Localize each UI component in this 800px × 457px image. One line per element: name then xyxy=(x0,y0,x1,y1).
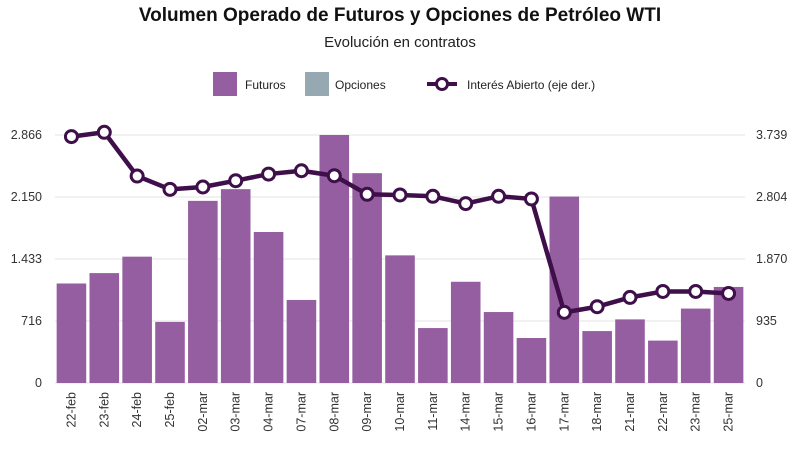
point-interes-abierto xyxy=(326,168,342,184)
y-left-tick-label: 2.866 xyxy=(11,128,42,142)
x-tick-label: 14-mar xyxy=(459,392,473,432)
bar-futuros xyxy=(549,196,580,383)
x-tick-label: 22-feb xyxy=(64,392,78,427)
bar-futuros xyxy=(220,189,251,383)
bar-futuros xyxy=(286,299,317,383)
bar-futuros xyxy=(680,308,711,383)
bar-futuros xyxy=(483,312,514,383)
bar-futuros xyxy=(418,328,448,383)
bar-futuros xyxy=(615,319,645,383)
point-interes-abierto xyxy=(195,179,211,195)
x-tick-label: 09-mar xyxy=(360,392,374,432)
point-interes-abierto xyxy=(688,283,704,299)
x-tick-label: 17-mar xyxy=(557,392,571,432)
legend: Futuros Opciones Interés Abierto (eje de… xyxy=(213,72,595,96)
point-interes-abierto xyxy=(228,173,244,189)
x-tick-label: 21-mar xyxy=(623,392,637,432)
y-right-tick-label: 0 xyxy=(756,376,763,390)
point-interes-abierto xyxy=(622,289,638,305)
bar-futuros xyxy=(648,340,678,383)
axes: 0 716 1.433 2.150 2.866 0 935 1.870 2.804 3.739 22… xyxy=(11,128,788,432)
chart-title: Volumen Operado de Futuros y Opciones de… xyxy=(138,5,662,26)
x-tick-label: 11-mar xyxy=(426,392,440,431)
x-tick-label: 24-feb xyxy=(130,392,144,427)
bar-futuros xyxy=(155,321,185,383)
y-right-tick-label: 1.870 xyxy=(756,252,787,266)
x-tick-label: 23-feb xyxy=(97,392,111,427)
point-interes-abierto xyxy=(458,196,474,212)
y-right-tick-label: 935 xyxy=(756,314,777,328)
x-tick-label: 22-mar xyxy=(656,392,670,432)
point-interes-abierto xyxy=(392,187,408,203)
point-interes-abierto xyxy=(491,188,507,204)
legend-label-opciones: Opciones xyxy=(335,78,386,92)
x-tick-label: 04-mar xyxy=(262,392,276,432)
y-left-tick-label: 716 xyxy=(21,314,42,328)
bar-futuros xyxy=(253,232,284,383)
bar-futuros xyxy=(352,173,382,383)
legend-marker-interes xyxy=(435,77,449,91)
x-tick-label: 03-mar xyxy=(229,392,243,432)
legend-swatch-opciones xyxy=(305,72,329,96)
x-tick-label: 18-mar xyxy=(590,392,604,432)
bar-futuros xyxy=(450,281,481,383)
y-left-tick-label: 2.150 xyxy=(11,190,42,204)
point-interes-abierto xyxy=(293,163,309,179)
point-interes-abierto xyxy=(129,168,145,184)
legend-label-interes: Interés Abierto (eje der.) xyxy=(467,78,595,92)
legend-label-futuros: Futuros xyxy=(245,78,286,92)
bar-futuros xyxy=(516,338,547,383)
y-right-tick-label: 2.804 xyxy=(756,190,787,204)
bar-futuros xyxy=(188,200,218,383)
point-interes-abierto xyxy=(261,166,277,182)
bar-futuros xyxy=(89,273,120,383)
bar-futuros xyxy=(713,286,744,383)
bar-futuros xyxy=(582,331,612,383)
x-tick-label: 10-mar xyxy=(393,392,407,432)
chart-subtitle: Evolución en contratos xyxy=(324,34,476,51)
point-interes-abierto xyxy=(359,186,375,202)
x-tick-label: 25-feb xyxy=(163,392,177,427)
bar-futuros xyxy=(385,255,415,383)
x-tick-label: 15-mar xyxy=(492,392,506,432)
x-tick-label: 23-mar xyxy=(689,392,703,432)
point-interes-abierto xyxy=(96,124,112,140)
x-tick-label: 08-mar xyxy=(327,392,341,432)
point-interes-abierto xyxy=(425,188,441,204)
x-tick-label: 25-mar xyxy=(722,392,736,432)
bar-series-futuros xyxy=(56,135,744,383)
point-interes-abierto xyxy=(655,283,671,299)
point-interes-abierto xyxy=(523,191,539,207)
x-tick-label: 07-mar xyxy=(294,392,308,432)
bar-futuros xyxy=(56,283,87,383)
point-interes-abierto xyxy=(556,304,572,320)
point-interes-abierto xyxy=(721,285,737,301)
bar-futuros xyxy=(122,256,152,383)
x-tick-label: 16-mar xyxy=(524,392,538,432)
x-tick-label: 02-mar xyxy=(196,392,210,432)
point-interes-abierto xyxy=(162,181,178,197)
y-right-tick-label: 3.739 xyxy=(756,128,787,142)
point-interes-abierto xyxy=(589,299,605,315)
y-left-tick-label: 1.433 xyxy=(11,252,42,266)
legend-swatch-futuros xyxy=(213,72,237,96)
y-left-tick-label: 0 xyxy=(35,376,42,390)
line-series-interes xyxy=(63,124,737,320)
point-interes-abierto xyxy=(63,129,79,145)
